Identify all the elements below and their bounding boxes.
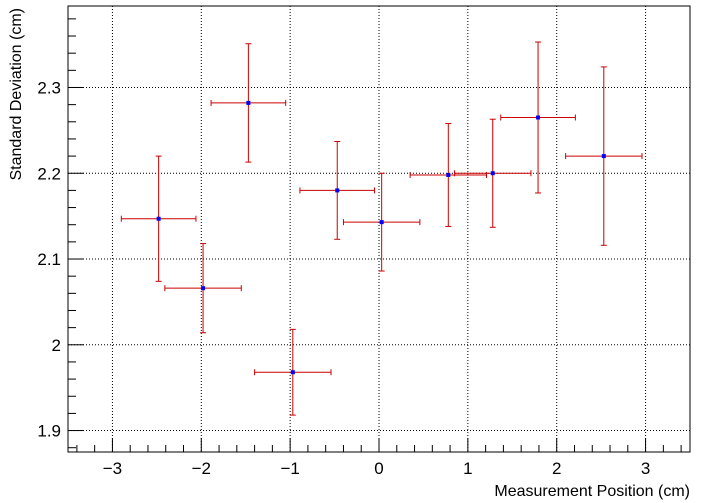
point-marker [246, 100, 251, 105]
data-point [120, 155, 197, 282]
y-tick-label: 1.9 [37, 422, 61, 441]
data-point [254, 328, 332, 416]
y-axis-title: Standard Deviation (cm) [8, 8, 25, 181]
data-point [210, 43, 287, 163]
x-tick-label: 1 [463, 459, 472, 478]
data-point [342, 172, 421, 272]
y-tick-label: 2.3 [37, 78, 61, 97]
data-point [454, 118, 532, 228]
axes: −3 −2 −1 0 1 2 3 1.9 2 2.1 2.2 2.3 [37, 5, 691, 478]
data-point [409, 123, 488, 227]
y-tick-label: 2.2 [37, 164, 61, 183]
point-marker [290, 370, 295, 375]
point-marker [446, 172, 451, 177]
point-marker [379, 220, 384, 225]
data-point [500, 41, 576, 194]
x-tick-label: −2 [192, 459, 211, 478]
point-marker [536, 115, 541, 120]
point-marker [156, 216, 161, 221]
data-point [164, 243, 242, 334]
x-tick-label: 2 [552, 459, 561, 478]
point-marker [490, 171, 495, 176]
y-tick-label: 2 [52, 336, 61, 355]
data-points [120, 41, 643, 416]
grid [68, 6, 690, 452]
y-tick-label: 2.1 [37, 250, 61, 269]
point-marker [601, 154, 606, 159]
x-tick-label: −1 [280, 459, 299, 478]
x-tick-label: −3 [103, 459, 122, 478]
x-tick-label: 3 [641, 459, 650, 478]
data-point [299, 141, 376, 240]
x-axis-title: Measurement Position (cm) [494, 483, 690, 500]
point-marker [201, 286, 206, 291]
x-tick-label: 0 [374, 459, 383, 478]
data-point [565, 66, 643, 246]
point-marker [335, 188, 340, 193]
